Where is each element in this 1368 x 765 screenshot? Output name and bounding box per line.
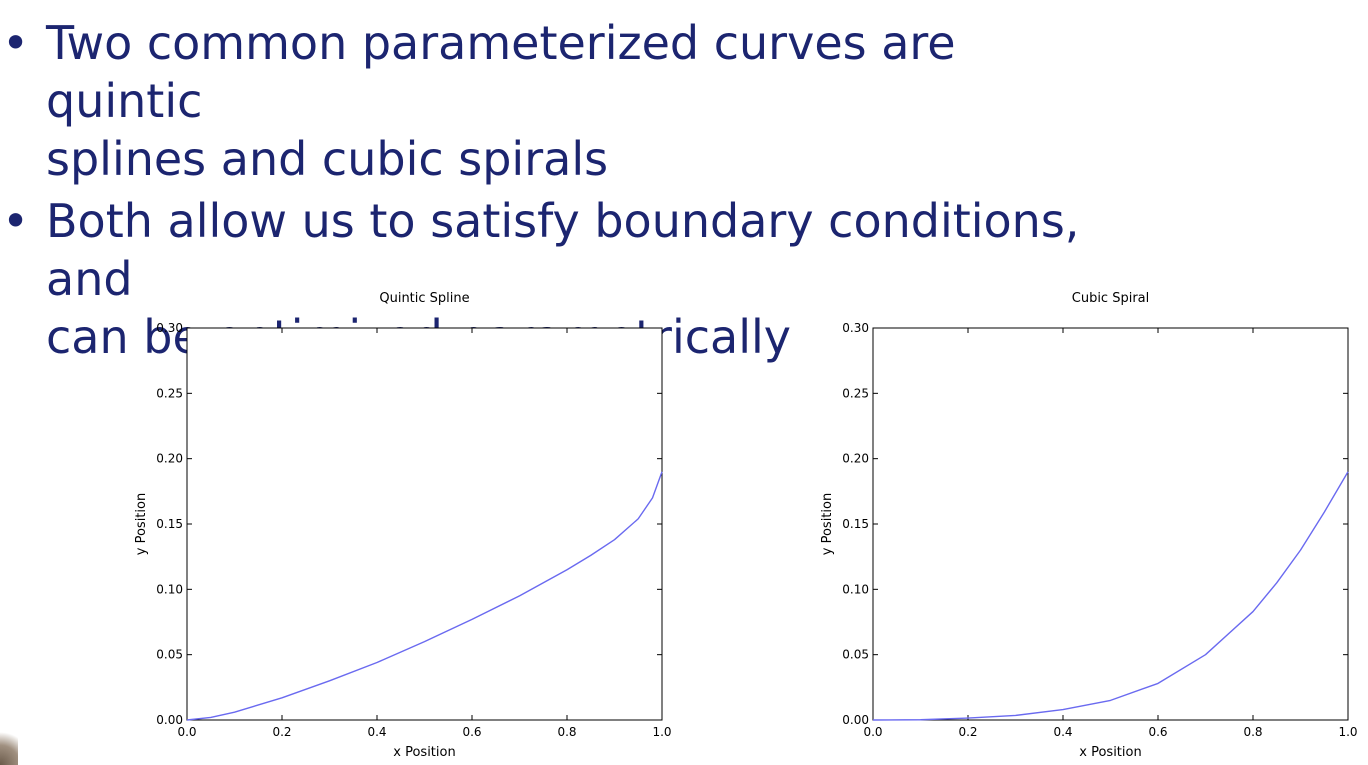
y-axis-label: y Position — [134, 493, 149, 555]
chart-1: 0.0 0.2 0.4 0.6 0.8 1.0 0.00 0.05 0.10 0.15 0.20 0.… — [134, 291, 672, 760]
series-line — [872, 471, 1349, 721]
chart-title: Quintic Spline — [379, 291, 469, 306]
y-tick-label: 0.00 — [842, 713, 869, 727]
x-tick-label: 0.4 — [1053, 725, 1072, 739]
y-tick-label: 0.05 — [156, 648, 183, 662]
y-tick-label: 0.25 — [156, 386, 183, 400]
x-tick-label: 0.2 — [958, 725, 977, 739]
y-tick-label: 0.30 — [156, 321, 183, 335]
y-tick-label: 0.05 — [842, 648, 869, 662]
x-tick-label: 0.6 — [462, 725, 481, 739]
x-tick-label: 0.0 — [177, 725, 196, 739]
y-tick-label: 0.00 — [156, 713, 183, 727]
bullet-line: Two common parameterized curves are quin… — [46, 16, 956, 128]
y-tick-label: 0.20 — [156, 452, 183, 466]
bullet-line: Both allow us to satisfy boundary condit… — [46, 194, 1080, 306]
plot-frame — [872, 327, 1349, 721]
y-tick-label: 0.15 — [842, 517, 869, 531]
chart-title: Cubic Spiral — [1072, 291, 1150, 306]
plot-frame — [186, 327, 663, 721]
x-tick-label: 0.8 — [1243, 725, 1262, 739]
chart-2: 0.0 0.2 0.4 0.6 0.8 1.0 0.00 0.05 0.10 0.15 0.20 0.… — [820, 291, 1358, 760]
x-tick-label: 0.8 — [557, 725, 576, 739]
bullet-line: splines and cubic spirals — [46, 132, 609, 186]
y-tick-label: 0.20 — [842, 452, 869, 466]
x-tick-label: 0.0 — [863, 725, 882, 739]
x-tick-label: 0.6 — [1148, 725, 1167, 739]
y-axis-label: y Position — [820, 493, 835, 555]
x-axis-label: x Position — [393, 745, 455, 760]
x-tick-label: 0.2 — [272, 725, 291, 739]
x-tick-label: 1.0 — [1338, 725, 1357, 739]
x-axis-label: x Position — [1079, 745, 1141, 760]
bullet-symbol: • — [2, 16, 30, 70]
bullet-item-1: • Two common parameterized curves are qu… — [0, 14, 1126, 188]
x-tick-label: 0.4 — [367, 725, 386, 739]
y-tick-label: 0.25 — [842, 386, 869, 400]
series-line — [186, 471, 663, 721]
y-tick-label: 0.10 — [156, 582, 183, 596]
bullet-symbol: • — [2, 194, 30, 248]
y-tick-label: 0.15 — [156, 517, 183, 531]
corner-shadow — [0, 725, 18, 765]
x-tick-label: 1.0 — [652, 725, 671, 739]
y-tick-label: 0.10 — [842, 582, 869, 596]
y-tick-label: 0.30 — [842, 321, 869, 335]
